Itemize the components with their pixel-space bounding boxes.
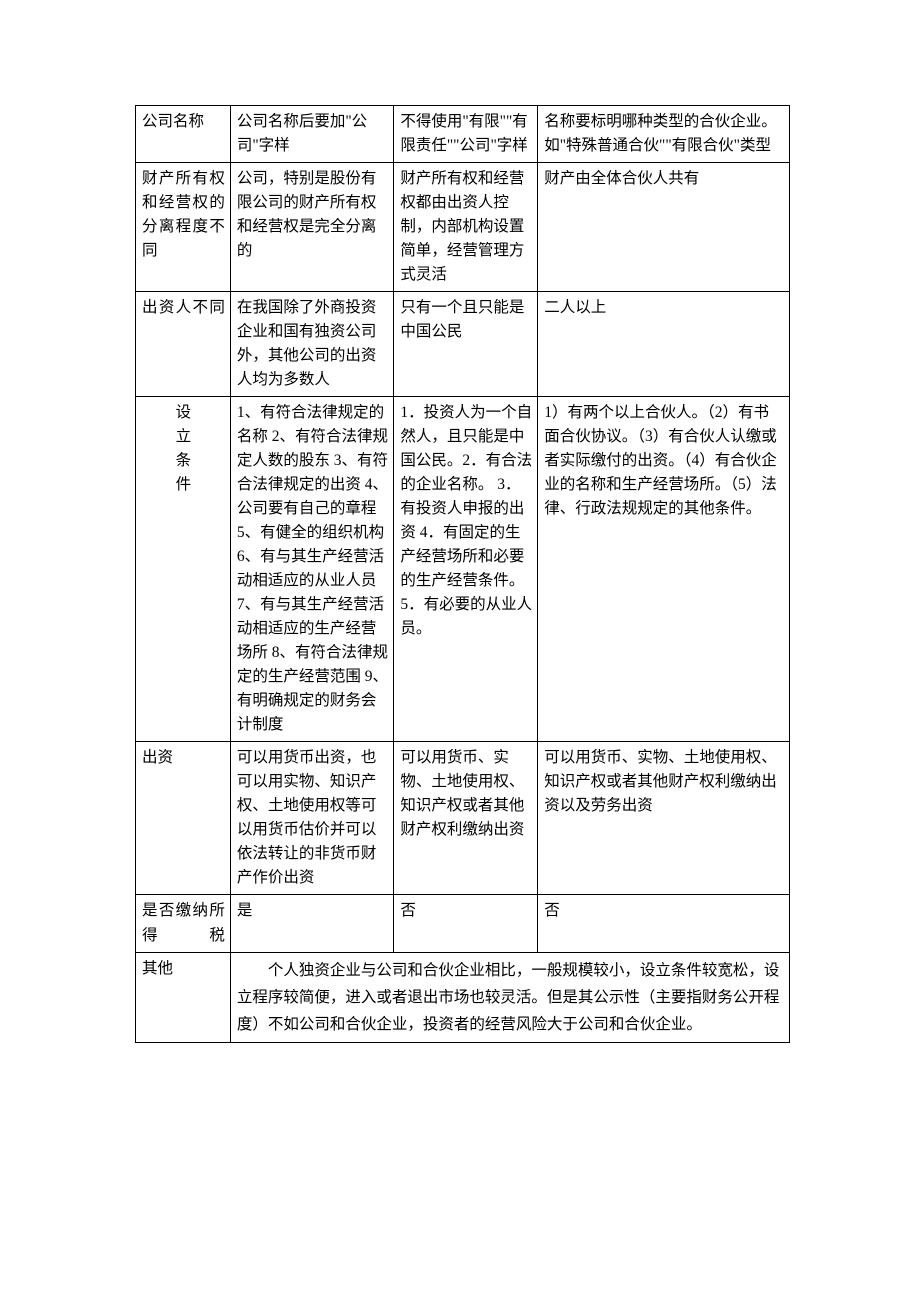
cell-partnership: 否 xyxy=(538,895,790,952)
table-row: 设 立 条 件 1、有符合法律规定的名称 2、有符合法律规定人数的股东 3、有符… xyxy=(136,397,790,742)
table-row: 其他 个人独资企业与公司和合伙企业相比，一般规模较小，设立条件较宽松，设立程序较… xyxy=(136,952,790,1042)
cell-company: 1、有符合法律规定的名称 2、有符合法律规定人数的股东 3、有符合法律规定的出资… xyxy=(230,397,394,742)
comparison-table: 公司名称 公司名称后要加"公司"字样 不得使用"有限""有限责任""公司"字样 … xyxy=(135,105,790,1043)
table-row: 出资 可以用货币出资，也可以用实物、知识产权、土地使用权等可以用货币估价并可以依… xyxy=(136,742,790,895)
cell-key: 出资人不同 xyxy=(136,292,231,397)
cell-sole: 1．投资人为一个自然人，且只能是中国公民。2．有合法的企业名称。 3．有投资人申… xyxy=(394,397,538,742)
cell-key-vertical: 设 立 条 件 xyxy=(136,397,231,742)
cell-key: 出资 xyxy=(136,742,231,895)
table-row: 公司名称 公司名称后要加"公司"字样 不得使用"有限""有限责任""公司"字样 … xyxy=(136,106,790,163)
cell-sole: 否 xyxy=(394,895,538,952)
cell-company: 公司，特别是股份有限公司的财产所有权和经营权是完全分离的 xyxy=(230,163,394,292)
cell-partnership: 1）有两个以上合伙人。（2）有书面合伙协议。（3）有合伙人认缴或者实际缴付的出资… xyxy=(538,397,790,742)
cell-key: 公司名称 xyxy=(136,106,231,163)
cell-sole: 不得使用"有限""有限责任""公司"字样 xyxy=(394,106,538,163)
merged-text: 个人独资企业与公司和合伙企业相比，一般规模较小，设立条件较宽松，设立程序较简便，… xyxy=(237,962,780,1033)
cell-partnership: 名称要标明哪种类型的合伙企业。如"特殊普通合伙""有限合伙"类型 xyxy=(538,106,790,163)
char: 立 xyxy=(142,425,225,449)
cell-company: 公司名称后要加"公司"字样 xyxy=(230,106,394,163)
cell-key: 财产所有权和经营权的分离程度不同 xyxy=(136,163,231,292)
char: 条 xyxy=(142,449,225,473)
char: 设 xyxy=(142,401,225,425)
char: 件 xyxy=(142,473,225,497)
cell-sole: 只有一个且只能是中国公民 xyxy=(394,292,538,397)
cell-key: 是否缴纳所得税 xyxy=(136,895,231,952)
table-row: 财产所有权和经营权的分离程度不同 公司，特别是股份有限公司的财产所有权和经营权是… xyxy=(136,163,790,292)
cell-sole: 财产所有权和经营权都由出资人控制，内部机构设置简单，经营管理方式灵活 xyxy=(394,163,538,292)
table-row: 出资人不同 在我国除了外商投资企业和国有独资公司外，其他公司的出资人均为多数人 … xyxy=(136,292,790,397)
cell-sole: 可以用货币、实物、土地使用权、知识产权或者其他财产权利缴纳出资 xyxy=(394,742,538,895)
cell-company: 是 xyxy=(230,895,394,952)
table-row: 是否缴纳所得税 是 否 否 xyxy=(136,895,790,952)
cell-partnership: 二人以上 xyxy=(538,292,790,397)
cell-partnership: 财产由全体合伙人共有 xyxy=(538,163,790,292)
cell-company: 在我国除了外商投资企业和国有独资公司外，其他公司的出资人均为多数人 xyxy=(230,292,394,397)
document-page: 公司名称 公司名称后要加"公司"字样 不得使用"有限""有限责任""公司"字样 … xyxy=(0,0,920,1163)
cell-company: 可以用货币出资，也可以用实物、知识产权、土地使用权等可以用货币估价并可以依法转让… xyxy=(230,742,394,895)
cell-key: 其他 xyxy=(136,952,231,1042)
cell-merged-note: 个人独资企业与公司和合伙企业相比，一般规模较小，设立条件较宽松，设立程序较简便，… xyxy=(230,952,789,1042)
cell-partnership: 可以用货币、实物、土地使用权、知识产权或者其他财产权利缴纳出资以及劳务出资 xyxy=(538,742,790,895)
